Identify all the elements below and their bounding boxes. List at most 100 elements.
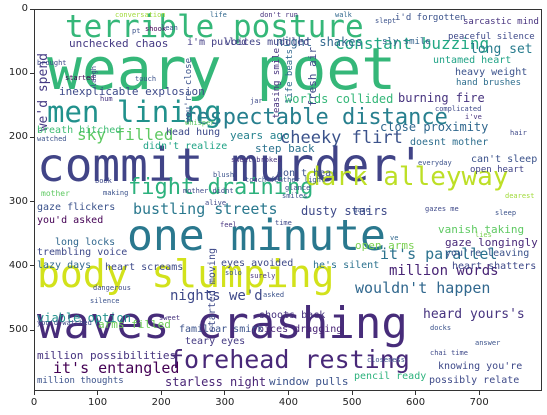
cloud-word: brought (37, 59, 67, 67)
cloud-word: dearest (505, 192, 535, 200)
cloud-word: docks (430, 324, 452, 332)
cloud-word: closeness (367, 356, 405, 364)
cloud-word: everyday (418, 159, 452, 167)
y-tick-mark (30, 8, 34, 10)
cloud-word: viable option (37, 311, 131, 325)
cloud-word: sky filled (77, 125, 174, 144)
x-tick-mark (287, 391, 289, 395)
cloud-word: open heart (470, 165, 525, 175)
cloud-word: life beats (285, 49, 295, 104)
cloud-word: sweet (159, 314, 181, 322)
y-tick-label: 400 (8, 259, 28, 271)
cloud-word: laugh (90, 66, 98, 88)
cloud-word: you're leaving (445, 248, 530, 259)
cloud-word: you're close (184, 58, 194, 124)
cloud-word: silence (90, 297, 120, 305)
x-tick-mark (478, 391, 480, 395)
cloud-word: chai time (430, 349, 468, 357)
cloud-word: surely (250, 272, 276, 280)
x-tick-mark (224, 391, 226, 395)
x-tick-mark (97, 391, 99, 395)
cloud-word: walk (335, 11, 352, 19)
x-tick-label: 500 (342, 397, 362, 408)
cloud-word: commit murder' (37, 138, 425, 192)
x-tick-mark (351, 391, 353, 395)
cloud-word: heard yours's (423, 307, 525, 322)
cloud-word: sweet broken (231, 156, 282, 164)
cloud-word: men lining (47, 95, 222, 129)
cloud-word: don't hear (277, 168, 338, 179)
x-tick-label: 100 (88, 397, 108, 408)
cloud-word: million thoughts (37, 376, 124, 386)
cloud-word: smiles (282, 192, 308, 200)
cloud-word: gazes me (425, 205, 459, 213)
cloud-word: lean (161, 24, 178, 32)
y-tick-mark (30, 136, 34, 138)
cloud-word: i've (465, 113, 482, 121)
cloud-word: didn't realize (143, 141, 228, 152)
cloud-word: forehead resting (169, 345, 410, 374)
cloud-word: mother (41, 189, 70, 198)
cloud-word: terrible posture (65, 9, 364, 45)
cloud-word: lazy days (37, 260, 92, 271)
x-tick-label: 0 (30, 397, 38, 408)
cloud-word: untamed heart (433, 55, 512, 66)
cloud-word: million possibilities (37, 349, 177, 362)
x-tick-label: 400 (278, 397, 298, 408)
cloud-word: breath hitched (37, 125, 122, 136)
cloud-word: answer (475, 339, 501, 347)
cloud-word: alive (205, 199, 227, 207)
cloud-word: teasing smile (272, 48, 282, 119)
cloud-word: gaze flickers (37, 202, 116, 213)
x-tick-mark (415, 391, 417, 395)
cloud-word: dark alleyway (305, 162, 509, 192)
cloud-word: don't run (260, 11, 298, 19)
cloud-word: trembling voice (37, 247, 128, 258)
x-tick-label: 200 (151, 397, 171, 408)
cloud-word: teary eyes (185, 336, 246, 347)
cloud-word: making (103, 189, 129, 197)
cloud-word: window pulls (269, 375, 349, 388)
cloud-word: it's parallel (380, 245, 498, 263)
cloud-word: inexplicable explosion (59, 85, 205, 98)
y-tick-label: 100 (8, 67, 28, 79)
cloud-word: solo (225, 269, 242, 277)
cloud-word: vanish taking (438, 223, 525, 236)
cloud-word: hum (100, 95, 113, 103)
cloud-word: worlds collided (285, 92, 394, 106)
cloud-word: started moving (207, 248, 218, 333)
cloud-word: mother didnt (183, 187, 234, 195)
cloud-word: step back (255, 142, 315, 155)
cloud-word: you'd watched (37, 319, 92, 327)
cloud-word: burning fire (398, 91, 485, 105)
y-tick-label: 0 (21, 3, 28, 14)
cloud-word: shook (145, 25, 167, 33)
cloud-word: sleep (495, 209, 517, 217)
cloud-word: time (275, 219, 292, 227)
cloud-word: close proximity (380, 120, 489, 134)
cloud-word: slept (375, 17, 397, 25)
cloud-word: one minute (127, 211, 386, 261)
cloud-word: arms filled (98, 318, 171, 331)
x-tick-mark (33, 391, 35, 395)
cloud-word: can't sleep (471, 154, 538, 165)
y-tick-mark (30, 72, 34, 74)
cloud-word: night shakes (276, 35, 363, 49)
cloud-word: touch feather light (245, 176, 326, 184)
x-tick-mark (160, 391, 162, 395)
cloud-word: touch (135, 75, 157, 83)
cloud-word: fresh air (306, 47, 319, 107)
cloud-word: wouldn't happen (355, 279, 491, 297)
cloud-word: heart shatters (452, 261, 537, 272)
y-tick-mark (30, 265, 34, 267)
cloud-word: body slumping (37, 252, 335, 296)
cloud-word: conversation (115, 11, 166, 19)
x-tick-label: 700 (469, 397, 489, 408)
cloud-word: pt (132, 27, 141, 35)
x-tick-label: 300 (215, 397, 235, 408)
cloud-word: peaceful silence (448, 32, 535, 42)
cloud-word: weary poet (47, 35, 397, 103)
cloud-word: million words (389, 263, 499, 279)
cloud-word: complicated (435, 105, 482, 113)
